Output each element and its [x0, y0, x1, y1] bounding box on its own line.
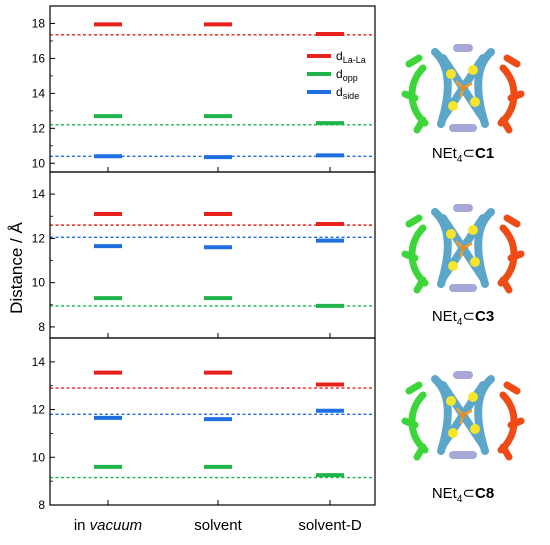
- metal-centre: [470, 424, 480, 434]
- red-ligand-arm: [497, 54, 525, 134]
- molecule-structure-C1: [401, 44, 525, 134]
- y-tick-label: 10: [32, 276, 46, 290]
- panel-2: 8 10 12 14: [32, 171, 376, 339]
- metal-centre: [468, 225, 478, 235]
- lavender-links: [449, 371, 477, 459]
- molecule-label: NEt4⊂C1: [432, 145, 494, 165]
- y-tick-label: 18: [32, 16, 46, 30]
- y-tick-label: 12: [32, 231, 46, 245]
- red-ligand-arm: [497, 214, 525, 294]
- x-tick-label: solvent-D: [298, 517, 362, 534]
- metal-centre: [448, 428, 458, 438]
- y-tick-label: 10: [32, 450, 46, 464]
- metal-centre: [448, 101, 458, 111]
- metal-centre: [446, 396, 456, 406]
- metal-centre: [470, 97, 480, 107]
- panel-frame: [49, 337, 376, 506]
- molecule-label: NEt4⊂C3: [432, 308, 494, 328]
- y-tick-label: 14: [32, 355, 46, 369]
- y-tick-label: 14: [32, 187, 46, 201]
- molecule-panels: NEt4⊂C1 NEt4⊂C3 NEt4⊂C8: [401, 44, 525, 505]
- legend-label: dside: [336, 85, 359, 101]
- y-tick-label: 8: [38, 320, 45, 334]
- molecule-structure-C3: [401, 204, 525, 294]
- y-tick-label: 16: [32, 51, 46, 65]
- x-tick-label: in vacuum: [74, 517, 142, 534]
- molecule-label: NEt4⊂C8: [432, 485, 494, 505]
- metal-centre: [470, 257, 480, 267]
- metal-centre: [468, 65, 478, 75]
- panel-1: 10 12 14 16 18: [32, 5, 376, 173]
- lavender-links: [449, 44, 477, 132]
- metal-centre: [468, 392, 478, 402]
- guest-centre: [460, 245, 466, 251]
- panel-frame: [49, 171, 376, 339]
- y-tick-label: 14: [32, 86, 46, 100]
- metal-centre: [446, 69, 456, 79]
- y-tick-label: 10: [32, 156, 46, 170]
- y-axis-label: Distance / Å: [7, 222, 26, 314]
- chart-panels: 10 12 14 16 18 8 10 12 14 8 10 12 14: [32, 5, 376, 512]
- metal-centre: [446, 229, 456, 239]
- metal-centre: [448, 261, 458, 271]
- green-ligand-arm: [401, 214, 429, 294]
- panel-frame: [49, 5, 376, 173]
- teal-core: [431, 208, 495, 288]
- panel-3: 8 10 12 14: [32, 337, 376, 512]
- teal-core: [431, 48, 495, 128]
- green-ligand-arm: [401, 381, 429, 461]
- teal-core: [431, 375, 495, 455]
- green-ligand-arm: [401, 54, 429, 134]
- molecule-structure-C8: [401, 371, 525, 461]
- lavender-links: [449, 204, 477, 292]
- x-tick-label: solvent: [194, 517, 242, 534]
- y-tick-label: 12: [32, 403, 46, 417]
- guest-centre: [460, 85, 466, 91]
- legend-label: dopp: [336, 67, 358, 83]
- guest-centre: [460, 412, 466, 418]
- y-tick-label: 8: [38, 498, 45, 512]
- legend: dLa-La dopp dside: [307, 49, 366, 101]
- red-ligand-arm: [497, 381, 525, 461]
- legend-label: dLa-La: [336, 49, 366, 65]
- y-tick-label: 12: [32, 121, 46, 135]
- x-axis-labels: in vacuum solvent solvent-D: [74, 517, 362, 534]
